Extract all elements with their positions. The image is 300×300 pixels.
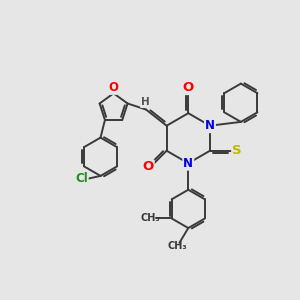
- Text: O: O: [183, 81, 194, 94]
- Text: O: O: [109, 81, 118, 94]
- Text: O: O: [142, 160, 154, 173]
- Text: Cl: Cl: [75, 172, 88, 185]
- Text: S: S: [232, 144, 242, 157]
- Text: N: N: [183, 157, 193, 170]
- Text: H: H: [141, 97, 150, 107]
- Text: N: N: [205, 119, 215, 132]
- Text: CH₃: CH₃: [167, 241, 187, 251]
- Text: CH₃: CH₃: [140, 214, 160, 224]
